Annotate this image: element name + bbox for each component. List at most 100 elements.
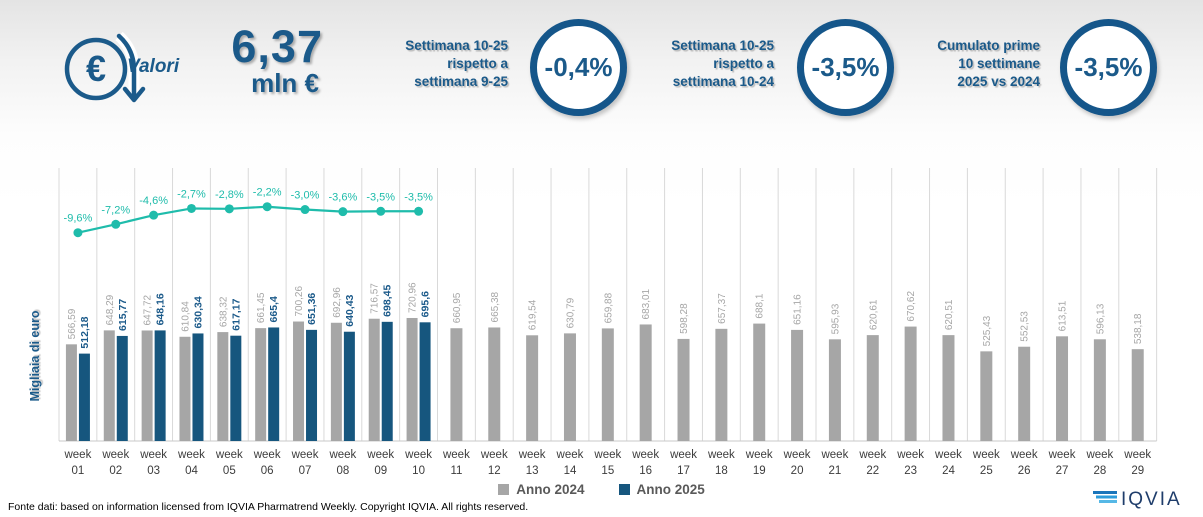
week-tick-num-15: 15	[601, 465, 614, 477]
trend-label-week-04: -2,7%	[177, 188, 206, 200]
bar-label-anno2024-week-09: 716,57	[370, 283, 381, 314]
week-tick-24: week	[934, 449, 962, 461]
iqvia-logo: IQVIA	[1093, 489, 1180, 510]
trend-label-week-07: -3,0%	[291, 190, 320, 202]
kpi-1-value: -0,4%	[544, 52, 613, 82]
bar-label-anno2024-week-01: 566,59	[67, 308, 78, 339]
bar-label-anno2024-week-29: 538,18	[1133, 313, 1144, 344]
week-tick-01: week	[63, 449, 91, 461]
bar-anno2024-week-08	[330, 322, 342, 441]
bar-label-anno2024-week-10: 720,96	[408, 282, 419, 313]
week-tick-num-25: 25	[980, 465, 993, 477]
trend-label-week-10: -3,5%	[404, 191, 433, 203]
week-tick-num-21: 21	[829, 465, 842, 477]
week-tick-05: week	[215, 449, 243, 461]
trend-dot-week-07	[300, 205, 310, 215]
week-tick-19: week	[745, 449, 773, 461]
week-tick-num-02: 02	[109, 465, 122, 477]
bar-anno2025-week-10	[419, 322, 431, 441]
trend-label-week-05: -2,8%	[215, 189, 244, 201]
bar-label-anno2025-week-02: 615,77	[117, 299, 129, 331]
week-tick-num-26: 26	[1018, 465, 1031, 477]
bar-label-anno2025-week-01: 512,18	[79, 316, 91, 348]
bar-anno2024-week-13	[526, 335, 539, 441]
bar-label-anno2024-week-23: 670,62	[906, 291, 917, 322]
bar-anno2024-week-25	[980, 351, 993, 441]
bar-anno2025-week-06	[268, 327, 280, 441]
week-tick-num-16: 16	[639, 465, 652, 477]
bar-label-anno2025-week-09: 698,45	[382, 285, 394, 317]
bar-anno2024-week-01	[65, 344, 77, 441]
chart-legend: Anno 2024 Anno 2025	[0, 482, 1203, 497]
trend-dot-week-04	[186, 203, 196, 213]
week-tick-04: week	[177, 449, 205, 461]
weekly-bar-chart: 566,59 512,18 week 01 648,29 615,77 week 02 647,…	[58, 168, 1158, 477]
bar-label-anno2024-week-26: 552,53	[1020, 311, 1031, 342]
bar-anno2024-week-15	[601, 328, 614, 441]
week-tick-num-23: 23	[904, 465, 917, 477]
week-tick-26: week	[1010, 449, 1038, 461]
kpi-1-label: Settimana 10-25 rispetto a settimana 9-2…	[405, 38, 508, 90]
week-tick-num-29: 29	[1131, 465, 1144, 477]
week-tick-num-11: 11	[450, 465, 462, 477]
bar-anno2024-week-22	[866, 335, 879, 441]
week-tick-08: week	[328, 449, 356, 461]
bar-anno2024-week-27	[1056, 336, 1069, 441]
bar-label-anno2024-week-07: 700,26	[294, 285, 305, 316]
bar-anno2024-week-21	[828, 339, 841, 441]
bar-anno2024-week-14	[563, 333, 576, 441]
bar-anno2025-week-07	[306, 329, 318, 441]
kpi-2-value: -3,5%	[811, 52, 880, 82]
kpi-3-circle: -3,5%	[1060, 19, 1157, 116]
bar-anno2024-week-24	[942, 335, 955, 441]
bar-anno2024-week-07	[293, 321, 305, 441]
bar-label-anno2024-week-03: 647,72	[143, 294, 154, 325]
trend-label-week-06: -2,2%	[253, 187, 282, 199]
bar-label-anno2024-week-14: 630,79	[565, 297, 576, 328]
bar-anno2024-week-19	[753, 323, 766, 441]
week-tick-13: week	[518, 449, 546, 461]
trend-dot-week-09	[376, 206, 386, 216]
trend-dot-week-05	[224, 204, 234, 214]
bar-anno2024-week-05	[217, 332, 229, 441]
week-tick-03: week	[139, 449, 167, 461]
week-tick-17: week	[669, 449, 697, 461]
week-tick-num-27: 27	[1056, 465, 1069, 477]
week-tick-num-05: 05	[223, 465, 236, 477]
legend-swatch-2024-icon	[498, 484, 510, 495]
bar-label-anno2024-week-11: 660,95	[452, 292, 463, 323]
bar-label-anno2025-week-10: 695,6	[420, 291, 432, 317]
bar-label-anno2024-week-12: 665,38	[490, 291, 501, 322]
bar-anno2024-week-11	[450, 328, 463, 441]
legend-anno-2025: Anno 2025	[618, 482, 705, 497]
week-tick-num-06: 06	[261, 465, 274, 477]
bar-label-anno2025-week-04: 630,34	[192, 296, 204, 328]
bar-label-anno2024-week-06: 661,45	[256, 292, 267, 323]
bar-label-anno2025-week-08: 640,43	[344, 294, 356, 326]
trend-label-week-02: -7,2%	[101, 204, 130, 216]
bar-label-anno2025-week-06: 665,4	[268, 296, 280, 322]
week-tick-12: week	[480, 449, 508, 461]
trend-label-week-03: -4,6%	[139, 195, 168, 207]
euro-down-icon: €	[64, 31, 146, 103]
week-tick-28: week	[1085, 449, 1113, 461]
trend-label-week-09: -3,5%	[366, 191, 395, 203]
week-tick-num-09: 09	[374, 465, 387, 477]
total-unit: mln €	[251, 68, 319, 98]
bar-anno2025-week-09	[381, 321, 393, 441]
week-tick-22: week	[858, 449, 886, 461]
week-tick-09: week	[366, 449, 394, 461]
week-tick-18: week	[707, 449, 735, 461]
week-tick-20: week	[783, 449, 811, 461]
trend-dot-week-10	[414, 206, 424, 216]
bar-label-anno2024-week-25: 525,43	[982, 315, 993, 346]
week-tick-10: week	[404, 449, 432, 461]
bar-anno2024-week-06	[255, 328, 267, 441]
kpi-2-label: Settimana 10-25 rispetto a settimana 10-…	[671, 38, 774, 90]
bar-anno2025-week-08	[343, 331, 355, 441]
bar-anno2024-week-28	[1093, 339, 1106, 441]
week-tick-23: week	[896, 449, 924, 461]
trend-dot-week-02	[111, 219, 121, 229]
week-tick-15: week	[593, 449, 621, 461]
trend-dot-week-06	[262, 202, 272, 212]
